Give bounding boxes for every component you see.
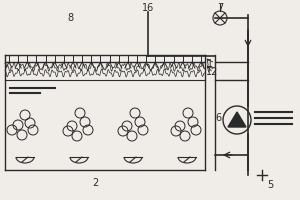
Text: 7: 7	[217, 3, 223, 13]
Text: 5: 5	[267, 180, 273, 190]
Text: 6: 6	[215, 113, 221, 123]
Text: 1: 1	[207, 59, 213, 69]
Polygon shape	[228, 112, 246, 127]
Text: 16: 16	[142, 3, 154, 13]
Circle shape	[223, 106, 251, 134]
Text: 2: 2	[92, 178, 98, 188]
Text: 8: 8	[67, 13, 73, 23]
Text: 12: 12	[206, 67, 218, 77]
Circle shape	[213, 11, 227, 25]
